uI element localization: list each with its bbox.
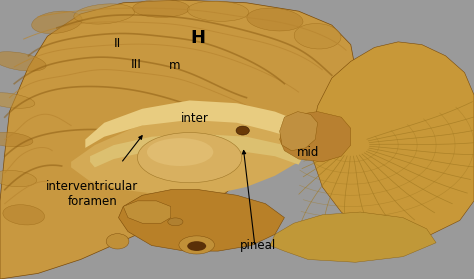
Ellipse shape bbox=[3, 205, 45, 225]
Ellipse shape bbox=[137, 133, 242, 183]
Polygon shape bbox=[313, 42, 474, 240]
Text: H: H bbox=[191, 29, 206, 47]
Ellipse shape bbox=[106, 234, 129, 249]
Polygon shape bbox=[118, 190, 284, 251]
Ellipse shape bbox=[179, 236, 214, 254]
Ellipse shape bbox=[168, 218, 183, 226]
Polygon shape bbox=[90, 134, 303, 167]
Polygon shape bbox=[71, 112, 308, 195]
Polygon shape bbox=[280, 112, 351, 162]
Text: inter: inter bbox=[181, 112, 208, 125]
Ellipse shape bbox=[74, 4, 135, 24]
Ellipse shape bbox=[147, 138, 213, 166]
Ellipse shape bbox=[133, 0, 190, 17]
Text: interventricular
foramen: interventricular foramen bbox=[46, 180, 138, 208]
Ellipse shape bbox=[187, 241, 206, 251]
Polygon shape bbox=[0, 0, 356, 279]
Ellipse shape bbox=[247, 8, 303, 31]
Polygon shape bbox=[85, 100, 308, 148]
Text: III: III bbox=[131, 58, 142, 71]
Ellipse shape bbox=[236, 126, 249, 135]
Ellipse shape bbox=[0, 93, 35, 108]
Ellipse shape bbox=[0, 52, 46, 71]
Text: II: II bbox=[114, 37, 121, 50]
Ellipse shape bbox=[32, 11, 82, 33]
Polygon shape bbox=[123, 201, 171, 223]
Ellipse shape bbox=[0, 170, 36, 187]
Ellipse shape bbox=[0, 132, 33, 147]
Ellipse shape bbox=[187, 1, 249, 21]
Polygon shape bbox=[280, 112, 318, 151]
Text: pineal: pineal bbox=[240, 239, 276, 252]
Ellipse shape bbox=[294, 23, 341, 49]
Polygon shape bbox=[270, 212, 436, 262]
Text: m: m bbox=[169, 59, 180, 72]
Text: mid: mid bbox=[297, 146, 319, 158]
